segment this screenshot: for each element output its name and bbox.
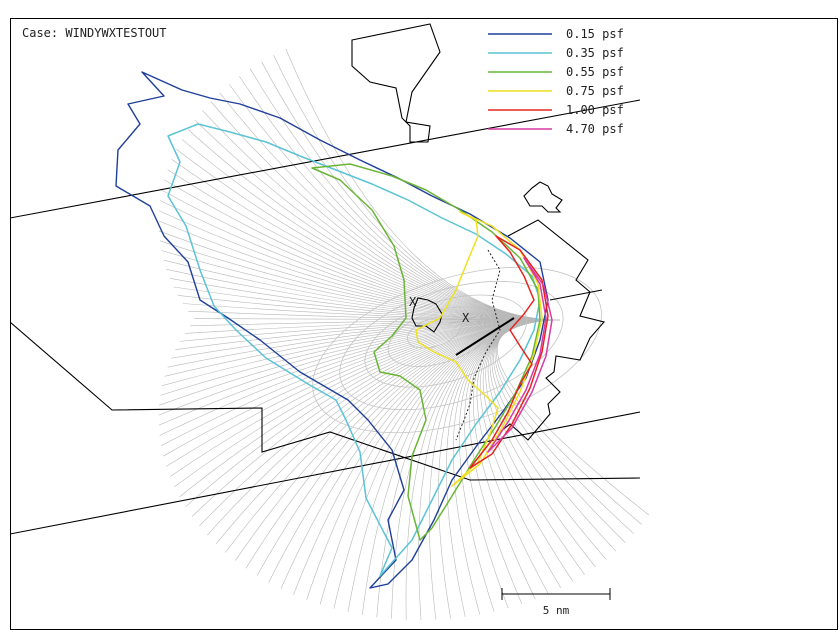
outline-small [523,181,563,213]
focus-ellipse [339,280,564,411]
contour-1-psf [469,235,549,469]
case-label: Case: WINDYWXTESTOUT [22,26,167,40]
scale-bar [501,588,611,600]
legend-label: 0.75 psf [566,84,624,98]
ray-line [491,319,617,552]
contour-4-7-psf [487,257,553,453]
inner-dotted-line [455,249,501,441]
ray-line [429,319,561,620]
ray-line [159,200,561,321]
ray-line [285,48,561,321]
marker-x-1: X [409,295,417,309]
ray-fan [158,48,650,621]
plot-frame [10,18,838,630]
ray-line [256,319,561,576]
contour-lines [115,71,553,589]
outline-source [411,297,443,333]
outline-east [499,219,606,441]
legend: 0.15 psf 0.35 psf 0.55 psf 0.75 psf 1.00 psf… [488,27,624,136]
boundary-line-2 [10,321,641,481]
ray-line [174,319,561,487]
contour-0-35-psf [167,123,541,577]
legend-label: 1.00 psf [566,103,624,117]
legend-label: 4.70 psf [566,122,624,136]
ray-line [495,319,642,525]
ray-line [245,319,561,569]
focus-ellipse [407,315,462,349]
contour-0-75-psf [415,211,543,487]
ray-line [202,110,561,321]
boundary-line-5 [455,317,515,356]
scale-bar-label: 5 nm [543,604,570,617]
ray-line [473,319,561,600]
ray-line [158,220,561,321]
ray-line [489,319,607,560]
ray-line [219,92,561,321]
boundary-line-1 [10,99,641,219]
ray-line [468,319,561,604]
legend-label: 0.55 psf [566,65,624,79]
boundary-line-4 [549,289,603,301]
contour-0-55-psf [311,163,541,541]
legend-label: 0.15 psf [566,27,624,41]
marker-x-2: X [462,311,470,325]
ray-line [169,319,561,477]
boundary-line-3 [10,411,641,535]
focus-ellipse [387,306,493,367]
outline-north [351,23,441,143]
ray-line [497,319,650,516]
ray-line [161,189,561,321]
ray-line [158,210,561,321]
legend-label: 0.35 psf [566,46,624,60]
ray-line [493,319,626,543]
ray-line [158,230,561,321]
facility-outlines [351,23,606,441]
